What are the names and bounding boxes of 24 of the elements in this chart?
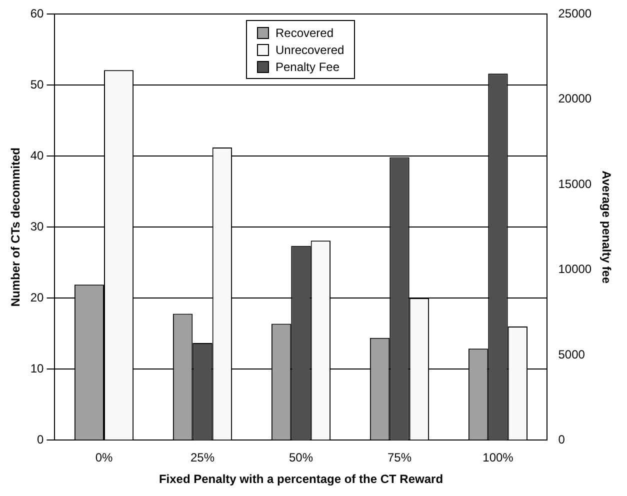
x-tick-label: 100%	[482, 450, 514, 465]
x-tick-label: 50%	[288, 450, 314, 465]
y2-tick-label: 0	[558, 432, 566, 447]
y-axis-title: Number of CTs decommited	[8, 148, 23, 307]
x-tick-label: 0%	[95, 450, 113, 465]
legend-label: Penalty Fee	[275, 60, 340, 74]
y2-tick-label: 5000	[558, 347, 586, 362]
y-tick-label: 10	[30, 361, 44, 376]
y2-tick-label: 20000	[558, 92, 592, 106]
y2-axis-title: Average penalty fee	[599, 170, 614, 284]
x-tick-label: 75%	[387, 450, 412, 465]
y2-tick-label: 15000	[558, 176, 592, 191]
x-axis-title: Fixed Penalty with a percentage of the CT Reward	[158, 472, 444, 486]
legend-label: Unrecovered	[275, 42, 344, 56]
y2-tick-label: 10000	[558, 262, 592, 276]
y-tick-label: 40	[30, 148, 44, 162]
y-tick-label: 50	[30, 77, 44, 92]
legend-label: Recovered	[275, 26, 334, 40]
y-tick-label: 20	[30, 290, 44, 304]
x-tick-label: 25%	[190, 450, 215, 465]
y-tick-label: 30	[30, 219, 44, 234]
y2-tick-label: 25000	[558, 6, 592, 20]
y-tick-label: 0	[37, 432, 44, 447]
y-tick-label: 60	[30, 6, 44, 20]
